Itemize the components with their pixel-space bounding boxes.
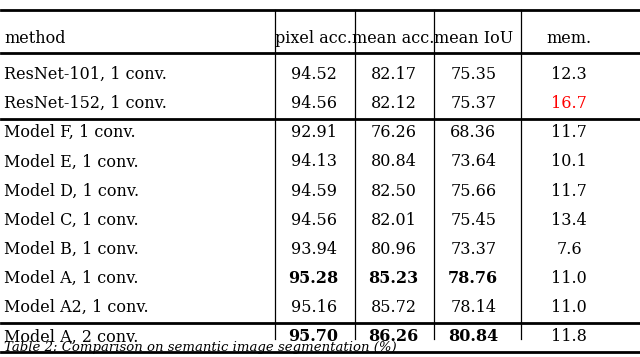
Text: 11.7: 11.7 bbox=[551, 124, 587, 141]
Text: 73.37: 73.37 bbox=[450, 241, 497, 258]
Text: Table 2: Comparison on semantic image segmentation (%): Table 2: Comparison on semantic image se… bbox=[4, 341, 397, 354]
Text: mean acc.: mean acc. bbox=[352, 30, 435, 46]
Text: 82.17: 82.17 bbox=[371, 66, 417, 83]
Text: 82.50: 82.50 bbox=[371, 183, 417, 200]
Text: 93.94: 93.94 bbox=[291, 241, 337, 258]
Text: 11.8: 11.8 bbox=[551, 328, 587, 346]
Text: 7.6: 7.6 bbox=[556, 241, 582, 258]
Text: 82.01: 82.01 bbox=[371, 212, 417, 229]
Text: 80.84: 80.84 bbox=[448, 328, 499, 346]
Text: 10.1: 10.1 bbox=[551, 154, 587, 170]
Text: 95.28: 95.28 bbox=[289, 270, 339, 287]
Text: ResNet-101, 1 conv.: ResNet-101, 1 conv. bbox=[4, 66, 167, 83]
Text: 85.72: 85.72 bbox=[371, 299, 417, 316]
Text: 86.26: 86.26 bbox=[368, 328, 419, 346]
Text: method: method bbox=[4, 30, 65, 46]
Text: 11.0: 11.0 bbox=[551, 299, 587, 316]
Text: 75.35: 75.35 bbox=[450, 66, 497, 83]
Text: mem.: mem. bbox=[547, 30, 591, 46]
Text: Model A2, 1 conv.: Model A2, 1 conv. bbox=[4, 299, 148, 316]
Text: 80.96: 80.96 bbox=[371, 241, 417, 258]
Text: Model A, 2 conv.: Model A, 2 conv. bbox=[4, 328, 138, 346]
Text: Model C, 1 conv.: Model C, 1 conv. bbox=[4, 212, 138, 229]
Text: 11.7: 11.7 bbox=[551, 183, 587, 200]
Text: 75.66: 75.66 bbox=[450, 183, 497, 200]
Text: 94.13: 94.13 bbox=[291, 154, 337, 170]
Text: 75.37: 75.37 bbox=[450, 95, 497, 112]
Text: 94.56: 94.56 bbox=[291, 95, 337, 112]
Text: 78.76: 78.76 bbox=[448, 270, 499, 287]
Text: 95.16: 95.16 bbox=[291, 299, 337, 316]
Text: 94.52: 94.52 bbox=[291, 66, 337, 83]
Text: Model B, 1 conv.: Model B, 1 conv. bbox=[4, 241, 139, 258]
Text: ResNet-152, 1 conv.: ResNet-152, 1 conv. bbox=[4, 95, 167, 112]
Text: 82.12: 82.12 bbox=[371, 95, 417, 112]
Text: Model A, 1 conv.: Model A, 1 conv. bbox=[4, 270, 138, 287]
Text: 12.3: 12.3 bbox=[551, 66, 587, 83]
Text: Model D, 1 conv.: Model D, 1 conv. bbox=[4, 183, 139, 200]
Text: 73.64: 73.64 bbox=[451, 154, 496, 170]
Text: 68.36: 68.36 bbox=[450, 124, 497, 141]
Text: 94.59: 94.59 bbox=[291, 183, 337, 200]
Text: Model F, 1 conv.: Model F, 1 conv. bbox=[4, 124, 136, 141]
Text: 13.4: 13.4 bbox=[551, 212, 587, 229]
Text: 80.84: 80.84 bbox=[371, 154, 417, 170]
Text: Model E, 1 conv.: Model E, 1 conv. bbox=[4, 154, 138, 170]
Text: 92.91: 92.91 bbox=[291, 124, 337, 141]
Text: mean IoU: mean IoU bbox=[434, 30, 513, 46]
Text: 78.14: 78.14 bbox=[451, 299, 496, 316]
Text: 85.23: 85.23 bbox=[369, 270, 419, 287]
Text: pixel acc.: pixel acc. bbox=[275, 30, 352, 46]
Text: 94.56: 94.56 bbox=[291, 212, 337, 229]
Text: 75.45: 75.45 bbox=[451, 212, 496, 229]
Text: 76.26: 76.26 bbox=[371, 124, 417, 141]
Text: 16.7: 16.7 bbox=[551, 95, 587, 112]
Text: 11.0: 11.0 bbox=[551, 270, 587, 287]
Text: 95.70: 95.70 bbox=[289, 328, 339, 346]
